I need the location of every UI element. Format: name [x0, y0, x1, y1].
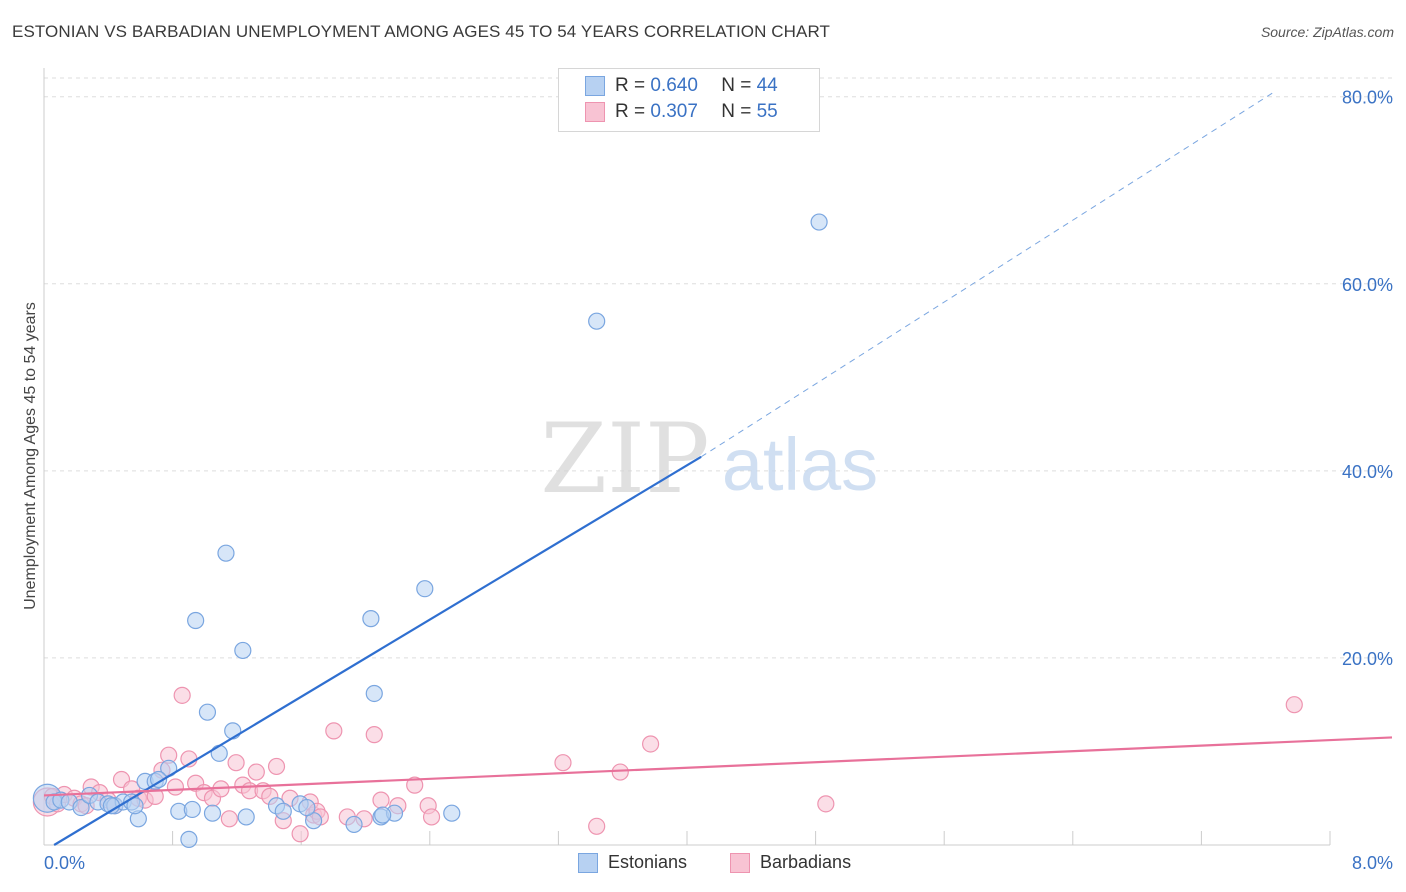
estonians-point	[72, 798, 90, 817]
estonians-point	[234, 641, 252, 660]
stats-legend: R = 0.640 N = 44 R = 0.307 N = 55	[558, 68, 820, 132]
watermark-atlas: atlas	[722, 423, 878, 506]
barbadians-point	[641, 735, 660, 753]
legend-swatch-blue	[585, 75, 605, 96]
estonians-trendline	[53, 455, 702, 846]
legend-item-estonians[interactable]: Estonians	[578, 852, 688, 874]
estonians-point	[183, 800, 201, 819]
chart-title: ESTONIAN VS BARBADIAN UNEMPLOYMENT AMONG…	[12, 22, 831, 41]
estonians-point	[203, 804, 222, 822]
y-tick-label: 20.0%	[1342, 649, 1393, 669]
estonians-point	[210, 744, 228, 762]
y-axis-label: Unemployment Among Ages 45 to 54 years	[22, 302, 39, 610]
trend-lines	[43, 91, 1393, 846]
estonians-point	[187, 611, 205, 630]
barbadians-point	[227, 754, 245, 772]
legend-r-label: R =	[615, 101, 646, 122]
barbadians-point	[325, 722, 343, 740]
legend-swatch-blue	[578, 853, 598, 874]
estonians-point	[443, 804, 461, 822]
barbadians-points	[32, 686, 1303, 843]
estonians-point	[180, 830, 198, 848]
estonians-point	[362, 610, 380, 628]
legend-n-label: N =	[721, 101, 752, 122]
legend-swatch-pink	[585, 101, 605, 122]
source-credit: Source: ZipAtlas.com	[1260, 24, 1394, 40]
legend-label-barbadians: Barbadians	[760, 852, 852, 872]
tick-labels: 20.0% 40.0% 60.0% 80.0% 0.0% 8.0%	[44, 88, 1393, 873]
estonians-point	[237, 808, 255, 826]
series-legend: Estonians Barbadians	[0, 852, 1406, 876]
y-tick-label: 40.0%	[1342, 462, 1393, 482]
x-tick-label: 0.0%	[44, 853, 85, 873]
estonians-point	[810, 213, 828, 231]
y-tick-label: 80.0%	[1342, 88, 1393, 108]
estonians-point	[217, 544, 235, 562]
watermark: ZIP atlas	[540, 403, 878, 515]
legend-n-label: N =	[721, 75, 752, 96]
barbadians-point	[372, 791, 390, 809]
estonians-point	[274, 802, 292, 820]
legend-swatch-pink	[730, 853, 750, 874]
legend-r-value: 0.640	[650, 75, 698, 96]
barbadians-point	[365, 726, 383, 744]
barbadians-point	[173, 686, 191, 704]
barbadians-point	[291, 825, 309, 843]
legend-row-estonians: R = 0.640 N = 44	[585, 75, 778, 101]
estonians-point	[588, 312, 606, 330]
legend-n-value: 55	[756, 101, 778, 122]
barbadians-point	[406, 776, 424, 794]
estonians-point	[224, 722, 242, 740]
estonians-point	[374, 806, 392, 824]
barbadians-point	[267, 757, 286, 776]
axes	[43, 68, 1331, 846]
legend-r-label: R =	[615, 75, 646, 96]
estonians-trendline-extension	[700, 91, 1275, 458]
estonians-points	[32, 213, 828, 848]
grid-lines	[44, 77, 1392, 659]
legend-row-barbadians: R = 0.307 N = 55	[585, 101, 778, 127]
x-tick-label: 8.0%	[1352, 853, 1393, 873]
barbadians-point	[611, 763, 629, 781]
barbadians-trendline	[43, 736, 1393, 797]
legend-n-value: 44	[756, 75, 778, 96]
estonians-point	[345, 815, 363, 834]
barbadians-point	[817, 795, 835, 813]
estonians-point	[298, 798, 316, 817]
barbadians-point	[247, 763, 265, 781]
barbadians-point	[554, 754, 572, 772]
barbadians-point	[166, 778, 185, 796]
y-tick-label: 60.0%	[1342, 275, 1393, 295]
estonians-point	[416, 580, 434, 598]
legend-r-value: 0.307	[650, 101, 698, 122]
estonians-point	[198, 703, 217, 721]
estonians-point	[365, 684, 383, 703]
barbadians-point	[220, 810, 238, 828]
legend-label-estonians: Estonians	[608, 852, 688, 872]
barbadians-point	[1285, 696, 1303, 714]
legend-item-barbadians[interactable]: Barbadians	[730, 852, 852, 874]
barbadians-point	[588, 817, 606, 835]
barbadians-point	[422, 808, 441, 826]
watermark-zip: ZIP	[540, 403, 709, 515]
